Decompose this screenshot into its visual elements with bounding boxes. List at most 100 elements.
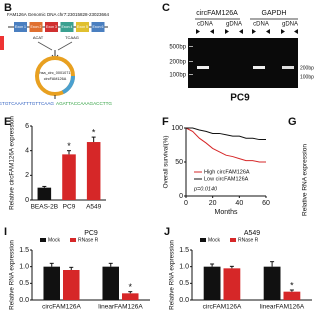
gel-marker: 100bp <box>300 74 314 80</box>
survival-line <box>186 127 266 141</box>
y-tick-label: 4 <box>25 148 29 155</box>
bar <box>37 187 52 200</box>
gel-marker: 200bp <box>300 65 314 71</box>
gel-lane: gDNA <box>282 22 298 28</box>
chart-title: A549 <box>244 230 260 237</box>
legend-label: RNase R <box>238 237 259 243</box>
y-tick-label: 0.0 <box>179 297 189 304</box>
gel-lane: cDNA <box>253 22 269 28</box>
bar <box>62 154 76 200</box>
exon <box>91 22 105 32</box>
sequence: AGATTACCAAAGACCTTG <box>56 101 112 106</box>
gel-marker: 100bp <box>169 73 186 79</box>
y-axis-label: Overall survival(%) <box>163 136 170 189</box>
gel-cell-line: PC9 <box>230 93 250 104</box>
bar <box>263 266 281 300</box>
bar <box>122 293 139 300</box>
bar <box>223 268 241 300</box>
y-tick-label: 1.5 <box>19 247 29 254</box>
gel-group: GAPDH <box>262 10 287 17</box>
survival-line <box>185 127 266 163</box>
significance: * <box>290 280 294 290</box>
legend-swatch <box>200 238 206 242</box>
legend-label: Low circFAM126A <box>204 176 249 182</box>
gel-marker: 500bp <box>169 45 186 51</box>
x-tick-label: 20 <box>209 200 217 207</box>
legend-swatch <box>70 238 76 242</box>
panel-label: C <box>162 2 170 14</box>
circle-label: hsa_circ_0001071 <box>39 71 70 75</box>
y-axis-label: Relative RNA expression <box>169 240 176 310</box>
significance: * <box>67 141 71 151</box>
x-tick-label: PC9 <box>63 204 76 211</box>
exon <box>14 22 27 32</box>
x-tick-label: 40 <box>235 200 243 207</box>
legend-swatch <box>40 238 46 242</box>
circle-label: circFAM126A <box>44 77 67 81</box>
y-tick-label: 0.5 <box>179 280 189 287</box>
gel-ladder <box>189 46 193 47</box>
panel-label: B <box>4 2 12 14</box>
y-tick-label: 1.0 <box>19 264 29 271</box>
x-tick-label: linearFAM126A <box>260 304 305 311</box>
circle-rna-segment <box>35 56 75 96</box>
bar <box>86 142 101 200</box>
x-tick-label: 0 <box>184 200 188 207</box>
y-axis-label: Relative RNA expression <box>9 240 16 310</box>
gel-lane: cDNA <box>197 22 213 28</box>
x-tick-label: A549 <box>86 204 102 211</box>
chart-title: PC9 <box>84 230 98 237</box>
legend-label: Mock <box>208 237 220 243</box>
exon-label: Exon 3 <box>46 25 57 29</box>
legend-label: High circFAM126A <box>204 169 250 175</box>
exon <box>45 22 58 32</box>
y-tick-label: 100 <box>171 125 183 132</box>
panel-label: I <box>4 226 7 238</box>
annotation: p=0.0140 <box>193 186 218 192</box>
exon-label: Exon 2 <box>31 25 42 29</box>
gel-group: circFAM126A <box>196 10 238 17</box>
y-tick-label: 0.5 <box>19 280 29 287</box>
panel-label: F <box>162 116 169 128</box>
exon-label: Exon 1 <box>15 25 26 29</box>
gel-band <box>282 66 294 69</box>
bar <box>283 291 301 300</box>
junction-text: ACAT <box>33 35 44 40</box>
x-axis-label: Months <box>215 209 238 216</box>
sequence: CTGTGTCAAATTTGTTCAAG <box>0 101 54 106</box>
gel <box>188 38 298 88</box>
y-tick-label: 1.5 <box>179 247 189 254</box>
bar <box>102 266 119 300</box>
significance: * <box>129 282 133 292</box>
y-tick-label: 2 <box>25 172 29 179</box>
legend-label: Mock <box>48 237 60 243</box>
x-tick-label: 60 <box>262 200 270 207</box>
legend-swatch <box>230 238 236 242</box>
gel-ladder <box>189 74 193 75</box>
gel-band <box>253 66 265 69</box>
y-tick-label: 0 <box>25 197 29 204</box>
exon-label: Exon 5 <box>77 25 88 29</box>
y-tick-label: 50 <box>175 159 183 166</box>
junction-text: TCAAG <box>65 35 79 40</box>
cut-edge <box>0 36 4 50</box>
panel-label: G <box>288 116 297 128</box>
gel-ladder <box>189 61 193 62</box>
y-tick-label: 0 <box>179 193 183 200</box>
diagram-title: FAM126A Genomic DNA chr7:23015828-230236… <box>7 12 110 17</box>
legend-label: RNase R <box>78 237 99 243</box>
axis-label: Relative RNA expression <box>302 144 309 216</box>
exon-label: Exon 4 <box>62 25 73 29</box>
x-tick-label: circFAM126A <box>42 304 81 311</box>
y-tick-label: 1.0 <box>179 264 189 271</box>
bar <box>203 266 221 300</box>
exon-label: Exon 6 <box>93 25 104 29</box>
x-tick-label: BEAS-2B <box>31 204 58 211</box>
y-axis-label: Relative circFAM126A expression <box>9 116 16 210</box>
x-tick-label: linearFAM126A <box>98 304 143 311</box>
panel-label: J <box>164 226 170 238</box>
bar <box>43 266 60 300</box>
y-tick-label: 0.0 <box>19 297 29 304</box>
